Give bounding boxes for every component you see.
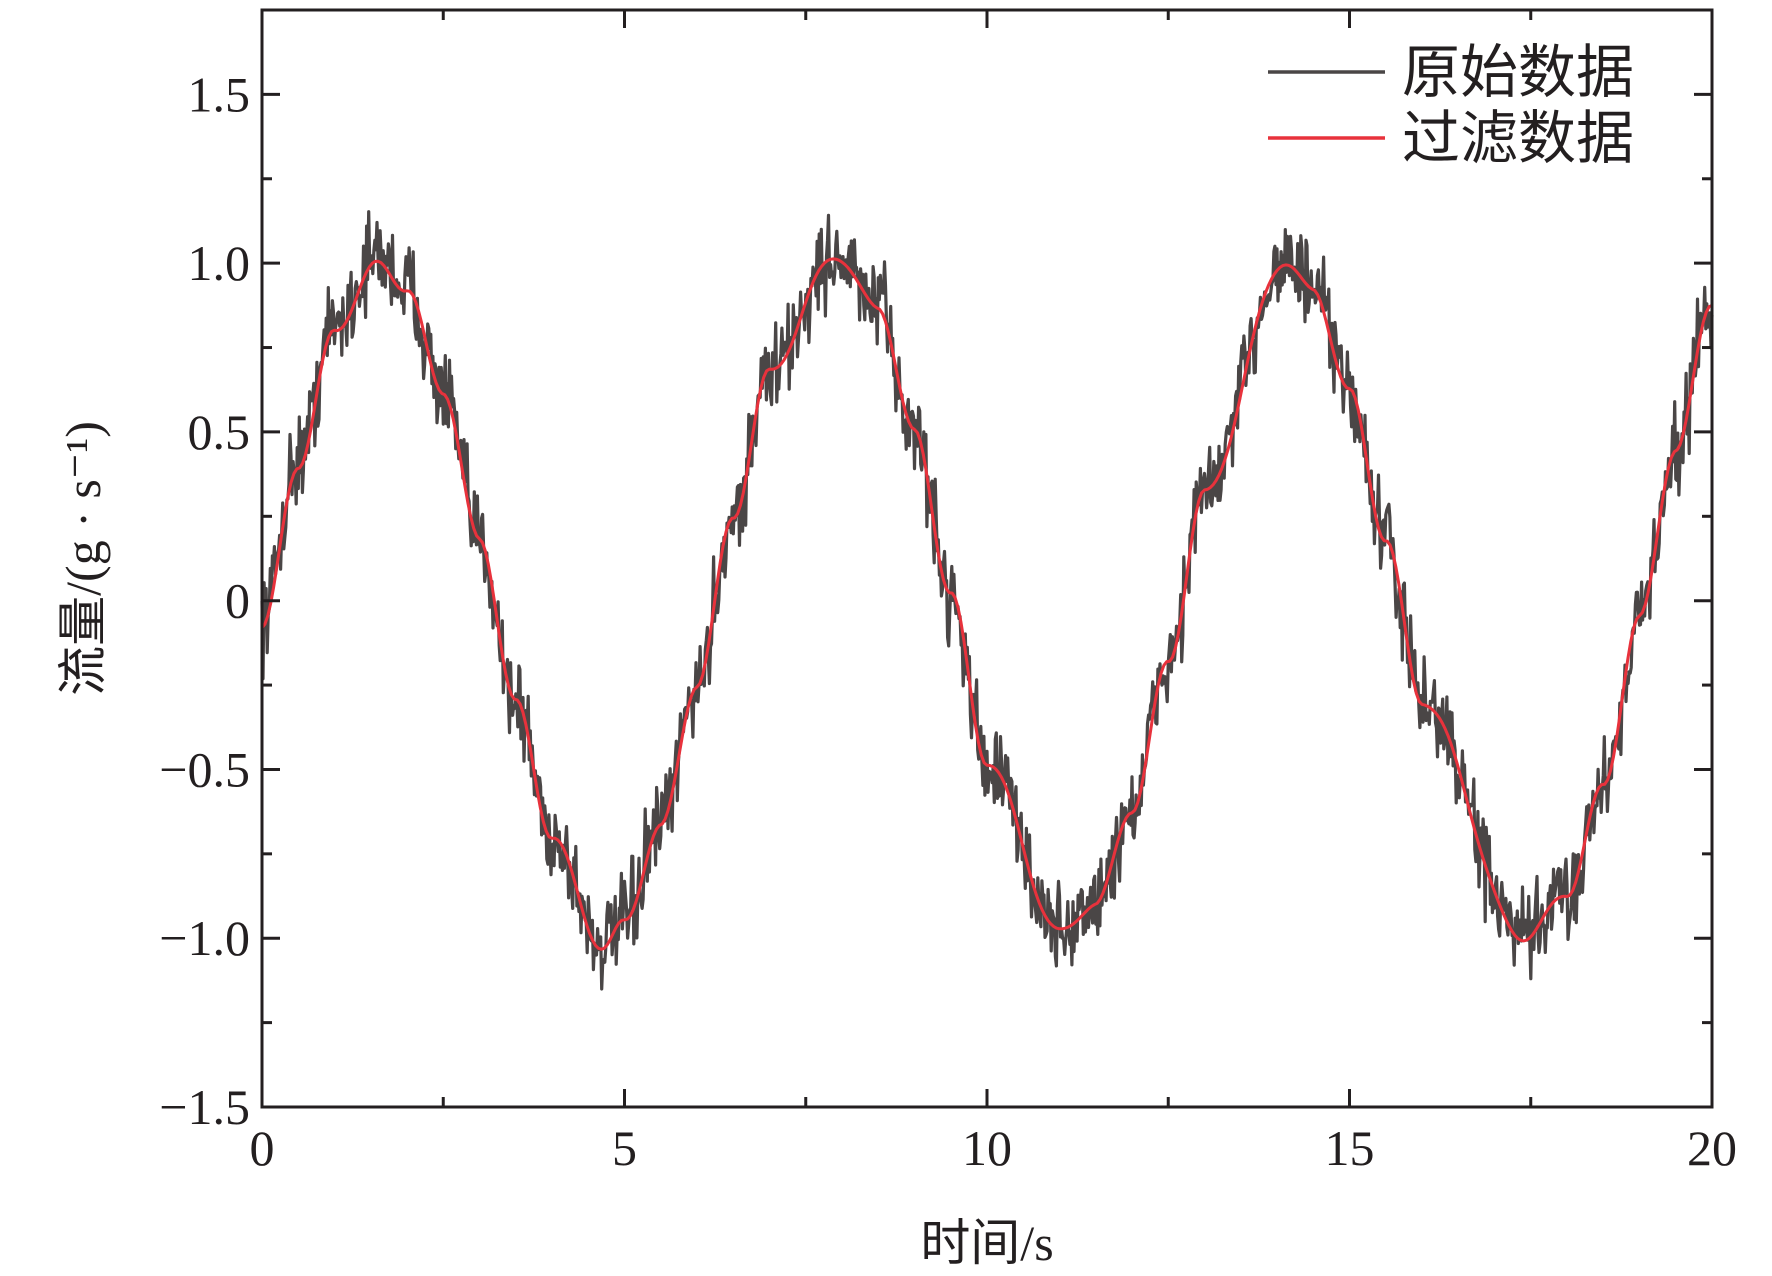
y-tick-label: 0 [225, 573, 250, 629]
y-axis-label: 流量/(g · s⁻¹) [55, 421, 111, 696]
y-tick-label: −0.5 [159, 741, 250, 797]
legend-label: 原始数据 [1402, 40, 1634, 105]
x-tick-label: 0 [250, 1120, 275, 1176]
y-tick-label: 1.5 [188, 66, 251, 122]
series-line-raw [260, 210, 1714, 991]
y-tick-label: 0.5 [188, 404, 251, 460]
legend-label: 过滤数据 [1402, 106, 1634, 171]
ticks-layer: 0 5 10 15 20 −1.5 −1.0 −0.5 0 0.5 1.0 1.5 [159, 8, 1737, 1176]
series-layer [260, 210, 1714, 991]
series-line-filtered [260, 257, 1713, 951]
x-tick-label: 5 [612, 1120, 637, 1176]
y-tick-label: −1.5 [159, 1079, 250, 1135]
x-tick-label: 15 [1325, 1120, 1375, 1176]
y-tick-label: 1.0 [188, 235, 251, 291]
x-axis-label: 时间/s [920, 1215, 1053, 1271]
plot-frame [260, 8, 1714, 1109]
y-tick-label: −1.0 [159, 910, 250, 966]
x-tick-label: 10 [962, 1120, 1012, 1176]
x-tick-label: 20 [1687, 1120, 1737, 1176]
